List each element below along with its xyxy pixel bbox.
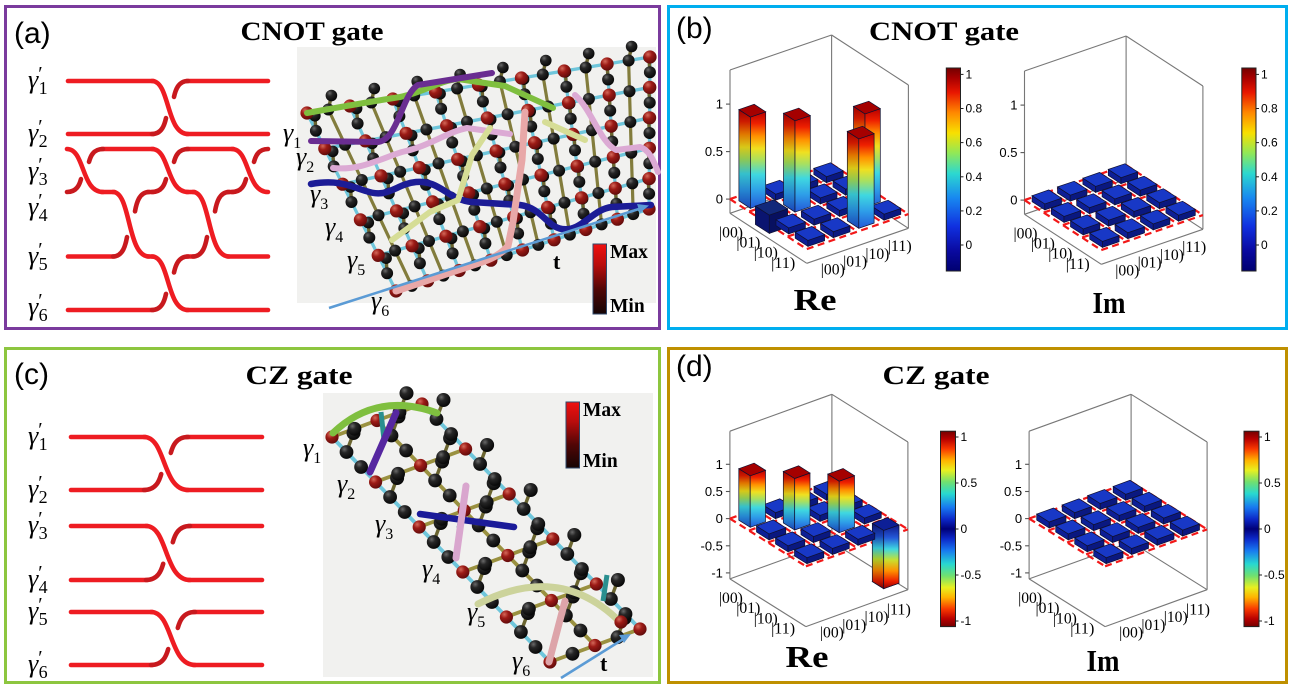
svg-text:0: 0 <box>966 238 973 252</box>
svg-text:0.8: 0.8 <box>966 102 983 116</box>
svg-text:CNOT gate: CNOT gate <box>241 17 384 46</box>
svg-text:0: 0 <box>716 511 723 526</box>
svg-text:1: 1 <box>716 97 723 112</box>
svg-text:Max: Max <box>610 242 648 263</box>
svg-text:1: 1 <box>1261 67 1268 81</box>
svg-text:-0.5: -0.5 <box>700 538 722 553</box>
svg-text:0.6: 0.6 <box>1261 136 1278 150</box>
svg-text:1: 1 <box>1010 98 1017 113</box>
svg-text:(b): (b) <box>676 12 713 45</box>
svg-text:Re: Re <box>786 639 829 674</box>
svg-text:CNOT gate: CNOT gate <box>869 17 1019 46</box>
svg-text:t: t <box>600 651 608 676</box>
svg-text:Max: Max <box>583 400 621 421</box>
svg-text:|10): |10) <box>865 246 889 263</box>
svg-text:0.4: 0.4 <box>966 170 983 184</box>
svg-text:-0.5: -0.5 <box>1000 538 1022 553</box>
svg-text:1: 1 <box>716 457 723 472</box>
svg-text:1: 1 <box>961 430 968 444</box>
svg-text:|01): |01) <box>1141 617 1165 634</box>
svg-text:|11): |11) <box>1066 256 1090 273</box>
svg-text:0.5: 0.5 <box>1264 476 1281 490</box>
svg-text:-0.5: -0.5 <box>1264 568 1285 582</box>
svg-text:0: 0 <box>1261 238 1268 252</box>
svg-text:t: t <box>553 249 561 274</box>
svg-text:0.2: 0.2 <box>966 204 983 218</box>
svg-text:|11): |11) <box>1186 602 1210 619</box>
svg-text:-1: -1 <box>961 614 972 628</box>
svg-text:-1: -1 <box>1264 614 1275 628</box>
svg-text:|11): |11) <box>888 238 912 255</box>
svg-text:0: 0 <box>716 192 723 207</box>
svg-text:|00): |00) <box>821 261 845 278</box>
svg-text:1: 1 <box>966 67 973 81</box>
svg-text:Min: Min <box>610 296 645 317</box>
svg-text:|11): |11) <box>1070 621 1094 638</box>
svg-text:-1: -1 <box>1011 565 1023 580</box>
svg-text:|10): |10) <box>1160 247 1184 264</box>
svg-text:|01): |01) <box>1138 255 1162 272</box>
svg-text:|01): |01) <box>843 254 867 271</box>
svg-text:0.5: 0.5 <box>705 144 723 159</box>
svg-text:(d): (d) <box>676 350 713 383</box>
svg-text:(c): (c) <box>14 358 49 391</box>
svg-text:-1: -1 <box>711 565 723 580</box>
svg-text:0.4: 0.4 <box>1261 170 1278 184</box>
svg-text:0.8: 0.8 <box>1261 102 1278 116</box>
svg-text:|00): |00) <box>1115 262 1139 279</box>
svg-text:-0.5: -0.5 <box>961 568 982 582</box>
svg-text:CZ gate: CZ gate <box>246 361 353 390</box>
svg-text:0.2: 0.2 <box>1261 204 1278 218</box>
svg-text:|11): |11) <box>887 602 911 619</box>
svg-text:1: 1 <box>1264 430 1271 444</box>
svg-text:0.6: 0.6 <box>966 136 983 150</box>
svg-text:Im: Im <box>1093 285 1126 320</box>
svg-text:|11): |11) <box>771 255 795 272</box>
svg-text:Im: Im <box>1087 643 1120 678</box>
svg-text:|01): |01) <box>842 617 866 634</box>
svg-text:|11): |11) <box>1182 239 1206 256</box>
svg-text:Min: Min <box>583 451 618 472</box>
svg-text:0: 0 <box>1015 511 1022 526</box>
svg-text:0.5: 0.5 <box>705 484 723 499</box>
svg-text:|00): |00) <box>1119 625 1143 642</box>
svg-text:0: 0 <box>1010 193 1017 208</box>
svg-text:0: 0 <box>961 522 968 536</box>
svg-text:0.5: 0.5 <box>961 476 978 490</box>
svg-text:|11): |11) <box>771 621 795 638</box>
svg-text:0.5: 0.5 <box>1004 484 1022 499</box>
svg-text:|10): |10) <box>865 609 889 626</box>
svg-text:Re: Re <box>794 282 837 317</box>
svg-text:CZ gate: CZ gate <box>883 361 990 390</box>
svg-text:|10): |10) <box>1164 609 1188 626</box>
svg-text:0: 0 <box>1264 522 1271 536</box>
svg-text:0.5: 0.5 <box>999 145 1017 160</box>
svg-text:1: 1 <box>1015 457 1022 472</box>
svg-text:(a): (a) <box>14 17 51 50</box>
